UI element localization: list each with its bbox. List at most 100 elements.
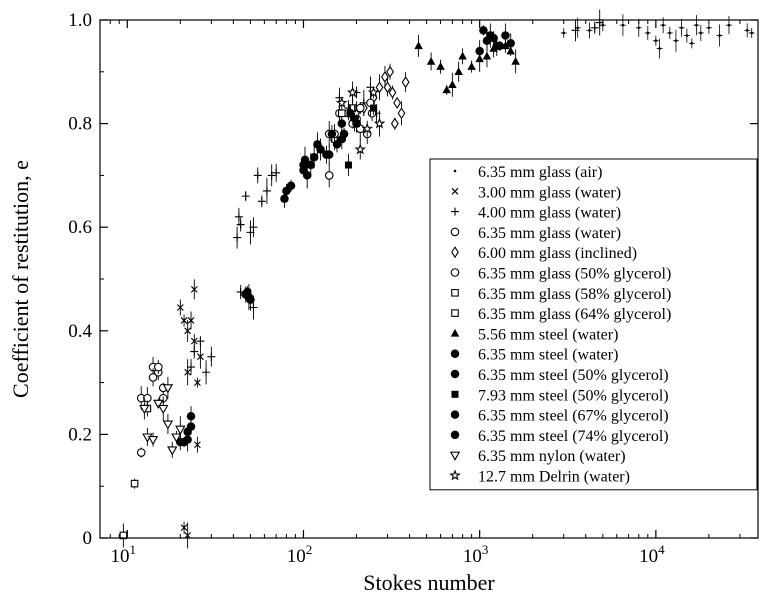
data-point bbox=[233, 226, 242, 249]
data-point bbox=[190, 279, 198, 300]
data-point bbox=[302, 162, 312, 189]
legend-item: 6.35 mm glass (50% glycerol) bbox=[450, 266, 671, 283]
data-point bbox=[175, 416, 186, 443]
data-point bbox=[475, 40, 484, 63]
data-point bbox=[119, 523, 128, 548]
data-point bbox=[262, 177, 271, 204]
data-point bbox=[299, 160, 308, 171]
data-point bbox=[381, 65, 389, 88]
series-2 bbox=[176, 279, 204, 549]
data-point bbox=[162, 376, 174, 399]
legend-label: 6.35 mm glass (58% glycerol) bbox=[478, 286, 671, 303]
y-tick-label: 0.2 bbox=[68, 424, 92, 445]
data-point bbox=[197, 344, 204, 369]
legend-label: 6.35 mm steel (water) bbox=[478, 347, 618, 364]
data-point bbox=[705, 21, 712, 34]
series-8 bbox=[143, 95, 357, 417]
data-point bbox=[158, 396, 169, 421]
data-point bbox=[501, 23, 510, 48]
legend-item: 6.35 mm steel (74% glycerol) bbox=[450, 428, 669, 445]
data-point bbox=[397, 101, 406, 126]
data-point bbox=[313, 132, 322, 157]
data-point bbox=[180, 521, 188, 534]
series-15 bbox=[139, 376, 186, 458]
data-point bbox=[346, 105, 355, 122]
series-7 bbox=[119, 478, 139, 548]
data-point bbox=[467, 60, 476, 73]
data-point bbox=[590, 21, 599, 34]
data-point bbox=[180, 314, 188, 327]
data-point bbox=[656, 38, 663, 59]
legend-label: 4.00 mm glass (water) bbox=[478, 205, 621, 222]
data-point bbox=[511, 49, 520, 74]
data-point bbox=[207, 346, 216, 367]
legend-label: 5.56 mm steel (water) bbox=[478, 326, 618, 343]
data-point bbox=[241, 286, 250, 303]
data-point bbox=[337, 129, 347, 150]
data-point bbox=[272, 163, 281, 182]
legend-label: 6.35 mm steel (67% glycerol) bbox=[478, 408, 669, 425]
series-14 bbox=[176, 145, 331, 451]
series-5 bbox=[359, 63, 410, 130]
series-4 bbox=[136, 104, 377, 458]
data-point bbox=[234, 207, 243, 226]
legend-item: 3.00 mm glass (water) bbox=[451, 184, 621, 201]
data-point bbox=[184, 319, 192, 342]
x-tick-label: 104 bbox=[639, 542, 665, 567]
data-point bbox=[401, 72, 410, 93]
data-point bbox=[187, 311, 195, 330]
data-point bbox=[426, 52, 436, 71]
y-tick-label: 1.0 bbox=[68, 10, 92, 31]
data-point bbox=[370, 101, 378, 116]
data-point bbox=[336, 96, 348, 108]
data-marks bbox=[119, 9, 755, 549]
data-point bbox=[337, 116, 347, 131]
x-tick-label: 103 bbox=[463, 542, 489, 567]
data-point bbox=[560, 27, 567, 38]
data-point bbox=[716, 24, 723, 47]
data-point bbox=[367, 86, 380, 99]
y-tick-label: 0 bbox=[83, 528, 93, 549]
legend-item: 6.00 mm glass (inclined) bbox=[451, 245, 637, 262]
series-13 bbox=[299, 105, 355, 171]
legend-item: 4.00 mm glass (water) bbox=[451, 205, 621, 222]
legend-item: 6.35 mm glass (64% glycerol) bbox=[451, 306, 671, 323]
data-point bbox=[448, 72, 457, 97]
y-tick-label: 0.4 bbox=[68, 321, 92, 342]
data-point bbox=[187, 359, 196, 376]
data-point bbox=[267, 164, 276, 187]
data-point bbox=[344, 154, 352, 177]
data-point bbox=[130, 478, 139, 489]
legend-item: 6.35 mm glass (air) bbox=[453, 164, 602, 181]
data-point bbox=[414, 34, 423, 57]
y-tick-label: 0.6 bbox=[68, 217, 92, 238]
data-point bbox=[725, 16, 732, 35]
data-point bbox=[697, 24, 704, 41]
legend-label: 6.35 mm glass (water) bbox=[478, 225, 621, 242]
legend-box bbox=[429, 158, 758, 491]
legend-label: 3.00 mm glass (water) bbox=[478, 184, 621, 201]
data-point bbox=[644, 25, 651, 40]
legend-label: 6.35 mm glass (air) bbox=[478, 164, 602, 181]
data-point bbox=[375, 74, 384, 101]
series-1 bbox=[560, 14, 755, 59]
x-axis-label: Stokes number bbox=[363, 570, 495, 595]
data-point bbox=[350, 101, 363, 126]
data-point bbox=[309, 146, 319, 169]
data-point bbox=[373, 110, 386, 137]
data-point bbox=[147, 432, 159, 447]
legend-label: 6.35 mm glass (50% glycerol) bbox=[478, 266, 671, 283]
x-tick-label: 101 bbox=[111, 542, 137, 567]
data-point bbox=[693, 15, 700, 36]
legend-item: 5.56 mm steel (water) bbox=[450, 326, 618, 343]
data-point bbox=[388, 85, 397, 100]
data-point bbox=[506, 33, 515, 54]
data-point bbox=[383, 78, 392, 97]
y-axis-label: Coefficient of restitution, e bbox=[8, 160, 33, 398]
data-point bbox=[386, 63, 394, 80]
data-point bbox=[390, 117, 399, 130]
data-point bbox=[683, 28, 690, 43]
data-point bbox=[171, 430, 182, 443]
data-point bbox=[249, 217, 258, 238]
legend-item: 6.35 mm nylon (water) bbox=[449, 448, 626, 465]
